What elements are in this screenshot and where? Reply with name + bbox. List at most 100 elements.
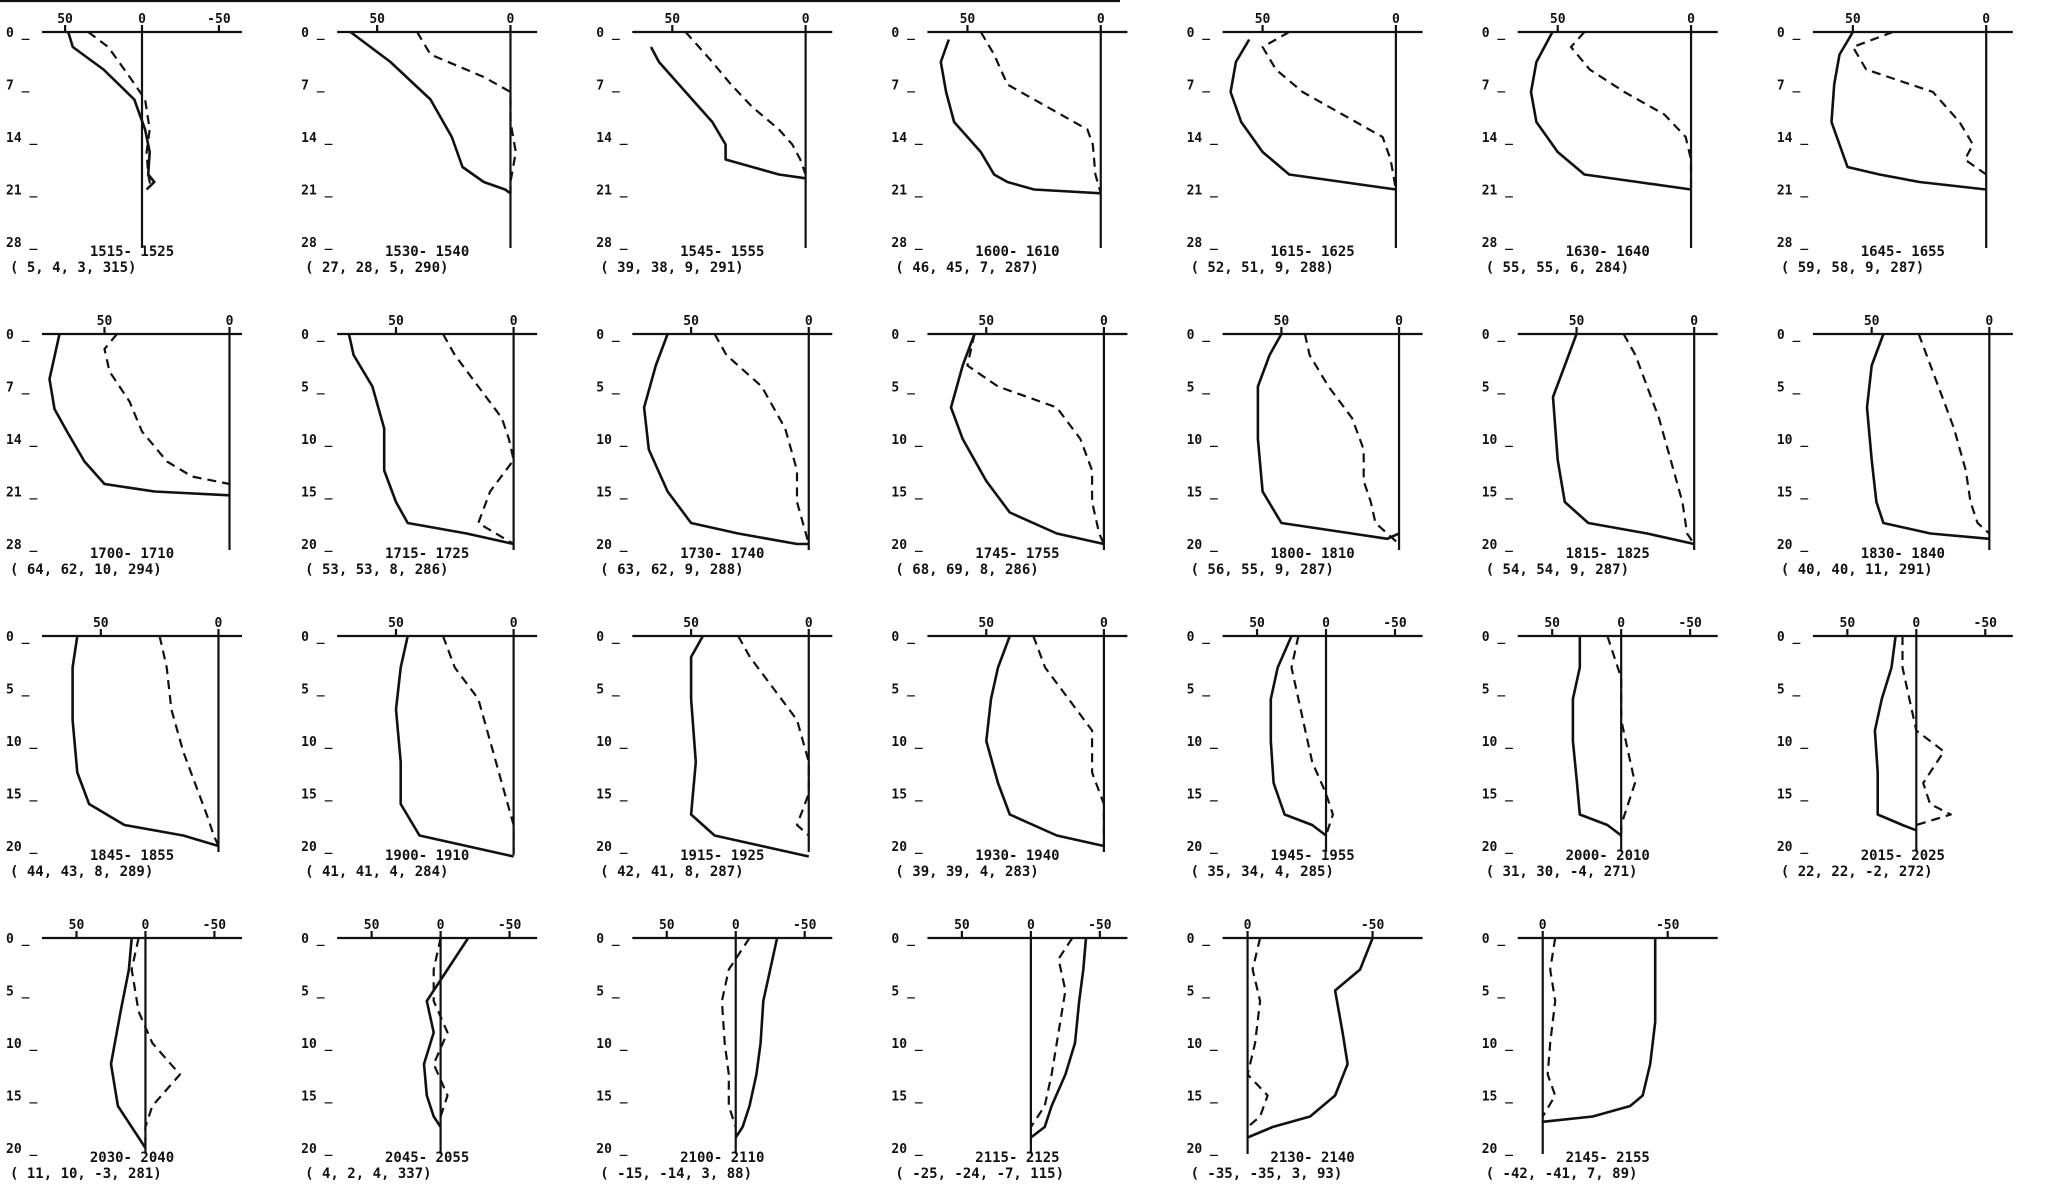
x-tick-label: 50 bbox=[1249, 616, 1265, 631]
x-tick-label: 50 bbox=[960, 12, 976, 27]
x-tick-label: 0 bbox=[226, 314, 234, 329]
x-tick-label: 0 bbox=[1985, 314, 1993, 329]
dashed-profile-line bbox=[1917, 333, 1991, 535]
panel-stats: ( 54, 54, 9, 287) bbox=[1486, 562, 1629, 578]
x-tick-label: 0 bbox=[1027, 918, 1035, 933]
x-tick-label: 0 bbox=[1982, 12, 1990, 27]
x-tick-label: 0 bbox=[1617, 616, 1625, 631]
y-tick-label: 28 _ bbox=[1482, 236, 1513, 251]
panel-stats: ( 41, 41, 4, 284) bbox=[305, 864, 448, 880]
panel-stats: ( 35, 34, 4, 285) bbox=[1191, 864, 1334, 880]
y-tick-label: 5 _ bbox=[1187, 985, 1211, 1000]
y-tick-label: 21 _ bbox=[596, 184, 627, 199]
y-tick-label: 5 _ bbox=[596, 683, 620, 698]
y-tick-label: 10 _ bbox=[1482, 735, 1513, 750]
y-tick-label: 20 _ bbox=[301, 1142, 332, 1157]
y-tick-label: 28 _ bbox=[891, 236, 922, 251]
panel-stats: ( 53, 53, 8, 286) bbox=[305, 562, 448, 578]
y-tick-label: 20 _ bbox=[1482, 538, 1513, 553]
profile-panel: 50 0 -50 0 _ 5 _ 10 _ 15 _ 20 _ 1945- 1955( 35, … bbox=[1187, 616, 1423, 880]
panel-title: 2015- 2025 bbox=[1861, 848, 1945, 864]
x-tick-label: 0 bbox=[507, 12, 515, 27]
y-tick-label: 14 _ bbox=[1187, 131, 1218, 146]
solid-profile-line bbox=[734, 937, 779, 1139]
dashed-profile-line bbox=[720, 937, 751, 1128]
x-tick-label: 0 bbox=[510, 314, 518, 329]
y-tick-label: 0 _ bbox=[301, 328, 325, 343]
y-tick-label: 28 _ bbox=[596, 236, 627, 251]
panel-title: 1715- 1725 bbox=[385, 546, 469, 562]
y-tick-label: 0 _ bbox=[891, 26, 915, 41]
y-tick-label: 10 _ bbox=[6, 735, 37, 750]
y-tick-label: 0 _ bbox=[596, 932, 620, 947]
solid-profile-line bbox=[66, 31, 156, 191]
dashed-profile-line bbox=[87, 31, 153, 190]
profile-panel: 50 0 0 _ 7 _ 14 _ 21 _ 28 _ 1600- 1610( 46, 45,… bbox=[891, 12, 1128, 276]
y-tick-label: 10 _ bbox=[301, 433, 332, 448]
panel-title: 1900- 1910 bbox=[385, 848, 469, 864]
profile-panel: 50 0 -50 0 _ 5 _ 10 _ 15 _ 20 _ 2030- 2040( 11, … bbox=[6, 918, 242, 1182]
panel-title: 2115- 2125 bbox=[975, 1150, 1059, 1166]
profile-panel: 50 0 0 _ 5 _ 10 _ 15 _ 20 _ 1715- 1725( 53, 53,… bbox=[301, 314, 538, 578]
dashed-profile-line bbox=[1303, 333, 1400, 545]
x-tick-label: 0 bbox=[138, 12, 146, 27]
y-tick-label: 7 _ bbox=[301, 79, 325, 94]
y-tick-label: 5 _ bbox=[301, 381, 325, 396]
y-tick-label: 0 _ bbox=[301, 932, 325, 947]
x-tick-label: 50 bbox=[1255, 12, 1271, 27]
solid-profile-line bbox=[1542, 938, 1657, 1124]
x-tick-label: -50 bbox=[793, 918, 817, 933]
solid-profile-line bbox=[642, 333, 809, 546]
y-tick-label: 0 _ bbox=[1187, 932, 1211, 947]
y-tick-label: 20 _ bbox=[6, 1142, 37, 1157]
panel-stats: ( 5, 4, 3, 315) bbox=[10, 260, 136, 276]
x-tick-label: -50 bbox=[203, 918, 227, 933]
x-tick-label: 50 bbox=[69, 918, 85, 933]
dashed-profile-line bbox=[979, 31, 1102, 194]
y-tick-label: 15 _ bbox=[1187, 486, 1218, 501]
y-tick-label: 20 _ bbox=[1187, 1142, 1218, 1157]
y-tick-label: 10 _ bbox=[1777, 735, 1808, 750]
y-tick-label: 0 _ bbox=[6, 26, 30, 41]
y-tick-label: 10 _ bbox=[1187, 433, 1218, 448]
x-tick-label: 0 bbox=[805, 314, 813, 329]
y-tick-label: 20 _ bbox=[596, 840, 627, 855]
y-tick-label: 5 _ bbox=[891, 985, 915, 1000]
y-tick-label: 28 _ bbox=[301, 236, 332, 251]
panel-stats: ( 40, 40, 11, 291) bbox=[1781, 562, 1933, 578]
y-tick-label: 0 _ bbox=[301, 630, 325, 645]
dashed-profile-line bbox=[737, 635, 810, 837]
solid-profile-line bbox=[1830, 31, 1987, 191]
y-tick-label: 10 _ bbox=[1482, 1037, 1513, 1052]
profile-panel: 50 0 0 _ 7 _ 14 _ 21 _ 28 _ 1630- 1640( 55, 55,… bbox=[1482, 12, 1718, 276]
panel-title: 1730- 1740 bbox=[680, 546, 764, 562]
y-tick-label: 5 _ bbox=[1187, 381, 1211, 396]
x-tick-label: 0 bbox=[1244, 918, 1252, 933]
y-tick-label: 10 _ bbox=[301, 1037, 332, 1052]
y-tick-label: 0 _ bbox=[1187, 26, 1211, 41]
y-tick-label: 10 _ bbox=[1482, 433, 1513, 448]
y-tick-label: 15 _ bbox=[596, 486, 627, 501]
x-tick-label: 50 bbox=[93, 616, 109, 631]
x-tick-label: 50 bbox=[978, 314, 994, 329]
x-tick-label: 0 bbox=[1687, 12, 1695, 27]
profile-panel: 50 0 0 _ 5 _ 10 _ 15 _ 20 _ 1845- 1855( 44, 43,… bbox=[6, 616, 242, 880]
y-tick-label: 0 _ bbox=[1482, 26, 1506, 41]
solid-profile-line bbox=[394, 635, 514, 858]
dashed-profile-line bbox=[1851, 30, 1987, 176]
panel-stats: ( 55, 55, 6, 284) bbox=[1486, 260, 1629, 276]
x-tick-label: 50 bbox=[369, 12, 385, 27]
x-tick-label: 50 bbox=[683, 314, 699, 329]
y-tick-label: 20 _ bbox=[891, 840, 922, 855]
profile-panel: 50 0 0 _ 5 _ 10 _ 15 _ 20 _ 1930- 1940( 39, 39,… bbox=[891, 616, 1128, 880]
y-tick-label: 21 _ bbox=[1777, 184, 1808, 199]
panel-title: 1515- 1525 bbox=[90, 244, 174, 260]
solid-profile-line bbox=[689, 635, 810, 858]
y-tick-label: 14 _ bbox=[1777, 131, 1808, 146]
x-tick-label: 0 bbox=[215, 616, 223, 631]
y-tick-label: 28 _ bbox=[6, 236, 37, 251]
x-tick-label: 50 bbox=[683, 616, 699, 631]
solid-profile-line bbox=[1256, 333, 1400, 541]
x-tick-label: 50 bbox=[659, 918, 675, 933]
